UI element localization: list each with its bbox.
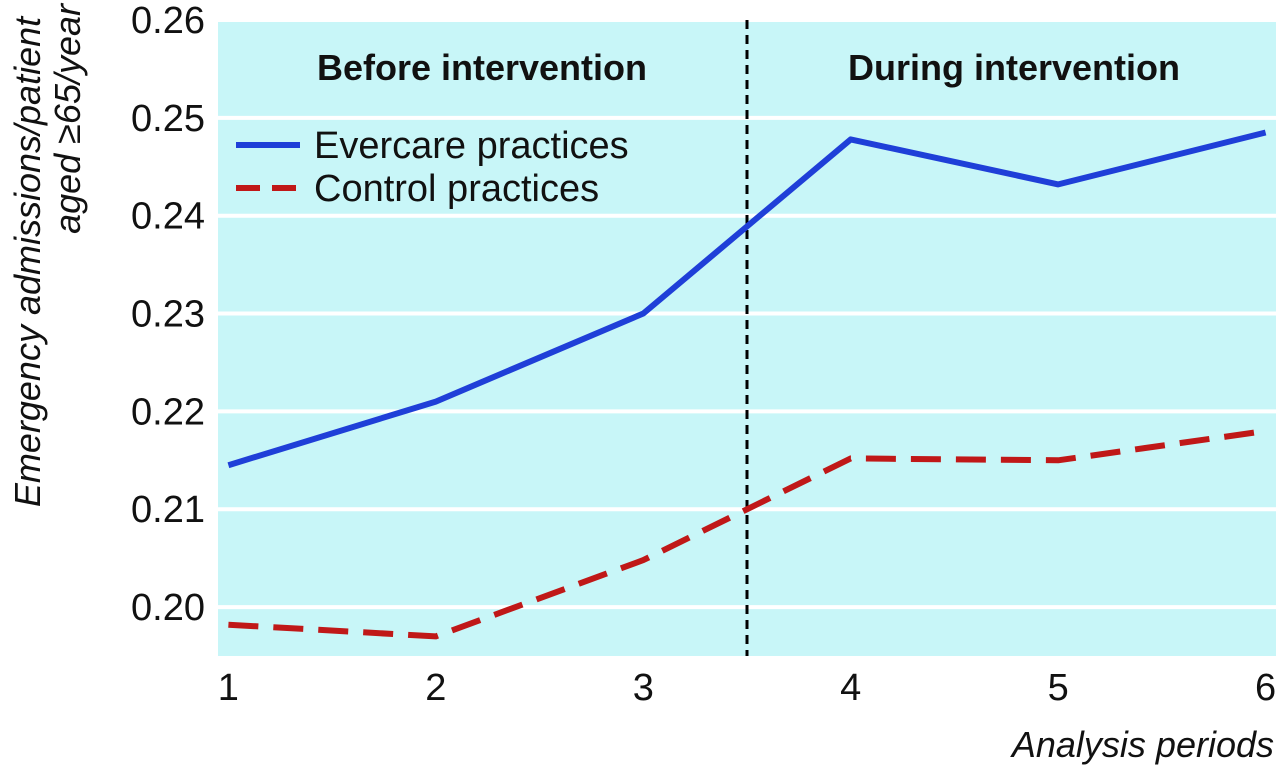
y-tick-label: 0.25 bbox=[131, 98, 205, 140]
x-tick-label: 1 bbox=[218, 667, 239, 709]
y-tick-label: 0.20 bbox=[131, 587, 205, 629]
series-line-evercare bbox=[227, 129, 1267, 469]
y-tick-label: 0.21 bbox=[131, 489, 205, 531]
legend: Evercare practices Control practices bbox=[236, 125, 629, 210]
x-tick-label: 3 bbox=[633, 667, 654, 709]
x-tick-label: 5 bbox=[1048, 667, 1069, 709]
x-tick-label: 2 bbox=[425, 667, 446, 709]
series-line-control bbox=[228, 428, 1267, 640]
annotation-before-intervention: Before intervention bbox=[317, 47, 647, 88]
y-tick-label: 0.24 bbox=[131, 196, 205, 238]
y-tick-label: 0.22 bbox=[131, 391, 205, 433]
y-tick-label: 0.23 bbox=[131, 294, 205, 336]
y-axis-title-line-1: Emergency admissions/patient bbox=[7, 15, 48, 507]
legend-label-control: Control practices bbox=[314, 168, 599, 210]
x-tick-labels: 1 2 3 4 5 6 bbox=[218, 667, 1276, 709]
x-axis-title: Analysis periods bbox=[1010, 724, 1274, 765]
x-tick-label: 6 bbox=[1255, 667, 1276, 709]
legend-label-evercare: Evercare practices bbox=[314, 125, 629, 167]
x-tick-label: 4 bbox=[840, 667, 861, 709]
y-tick-label: 0.26 bbox=[131, 0, 205, 42]
annotation-during-intervention: During intervention bbox=[848, 47, 1180, 88]
data-series bbox=[227, 129, 1267, 640]
y-axis-title-line-2: aged ≥65/year bbox=[47, 2, 88, 234]
y-tick-labels: 0.20 0.21 0.22 0.23 0.24 0.25 0.26 bbox=[131, 0, 205, 629]
